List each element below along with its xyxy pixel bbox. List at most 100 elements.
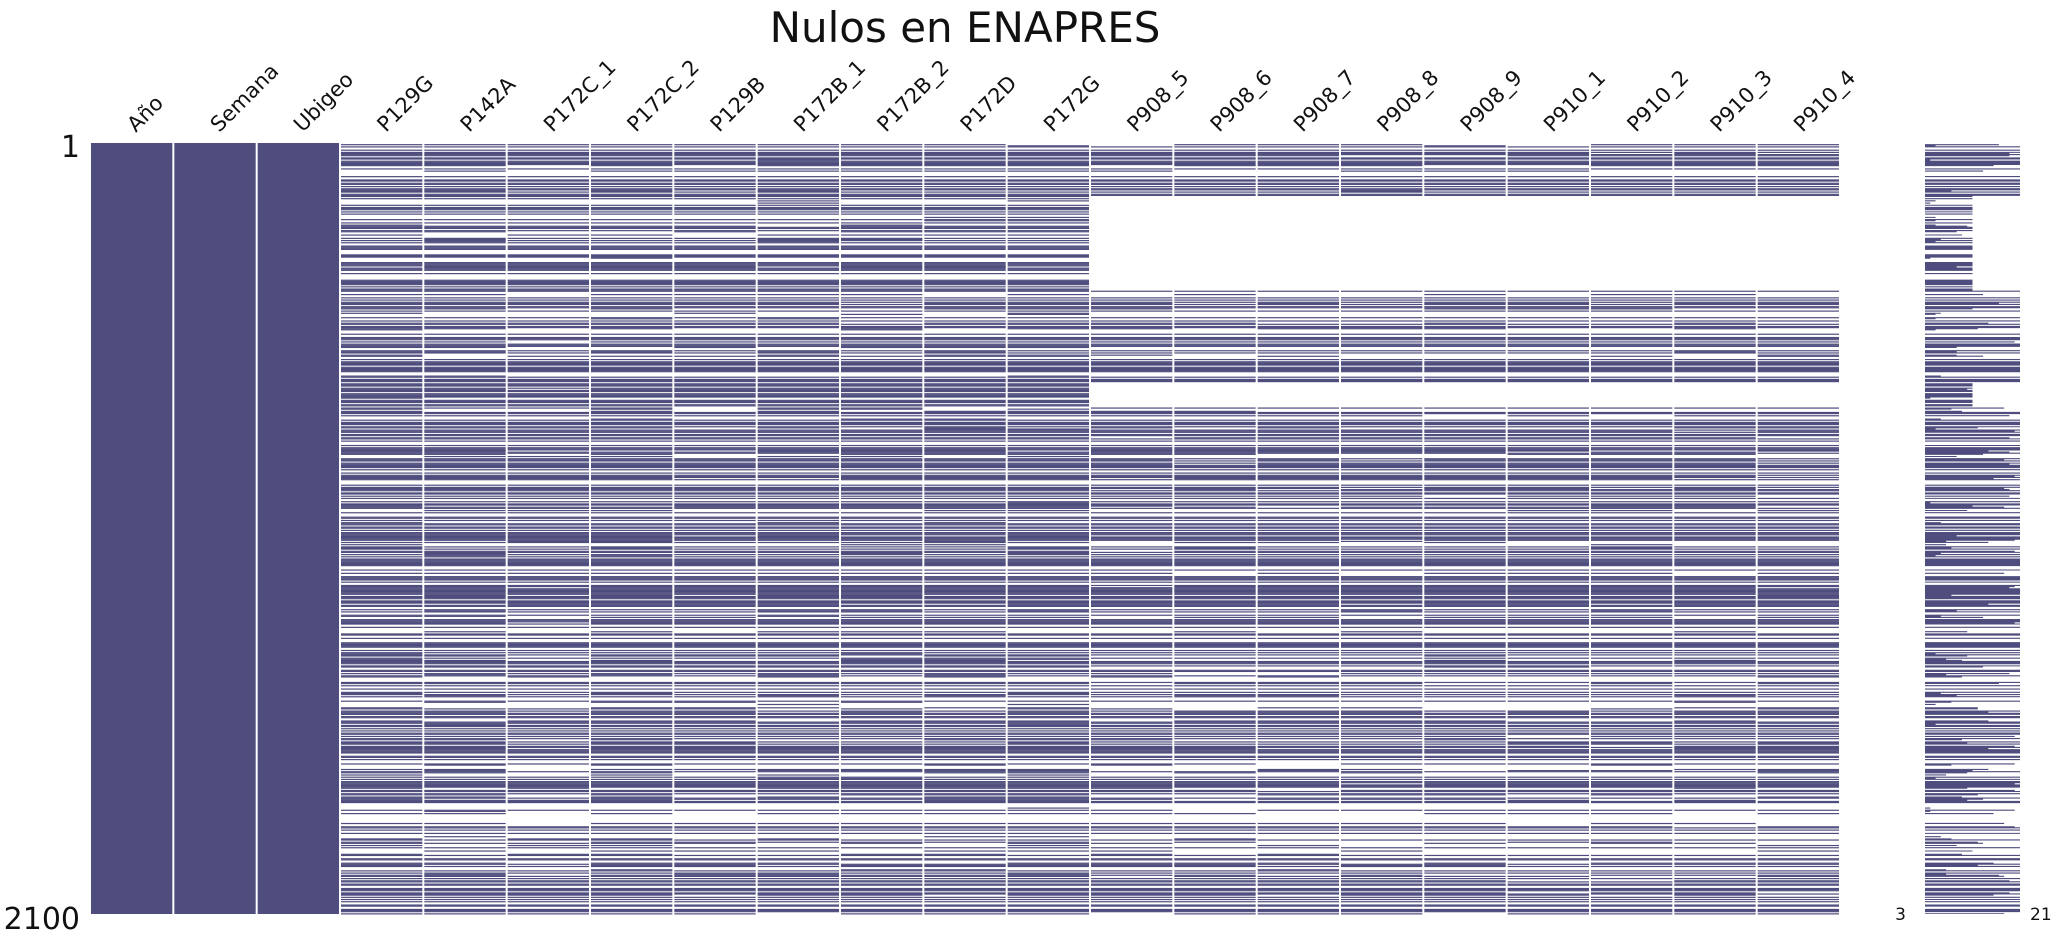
present-row-band: [1007, 160, 1089, 162]
present-row-band: [507, 519, 589, 522]
present-row-band: [1174, 646, 1256, 648]
present-row-band: [757, 458, 839, 460]
present-row-band: [507, 883, 589, 885]
present-row-band: [1341, 854, 1423, 857]
present-row-band: [1007, 637, 1089, 639]
present-row-band: [757, 873, 839, 875]
present-row-band: [1091, 712, 1173, 714]
present-row-band: [757, 318, 839, 320]
present-row-band: [757, 310, 839, 312]
present-row-band: [424, 539, 506, 541]
present-row-band: [507, 176, 589, 178]
present-row-band: [1424, 623, 1506, 625]
present-row-band: [757, 299, 839, 301]
present-row-band: [1424, 149, 1506, 151]
present-row-band: [1007, 433, 1089, 436]
present-row-band: [1174, 778, 1256, 781]
present-row-band: [924, 633, 1006, 635]
present-row-band: [674, 800, 756, 803]
present-row-band: [757, 281, 839, 284]
present-row-band: [424, 562, 506, 565]
present-row-band: [1091, 505, 1173, 507]
present-row-band: [674, 621, 756, 623]
present-row-band: [341, 361, 423, 363]
present-row-band: [507, 889, 589, 891]
present-row-band: [1091, 469, 1173, 471]
present-row-band: [341, 615, 423, 617]
present-row-band: [591, 822, 673, 825]
present-row-band: [507, 853, 589, 855]
present-row-band: [424, 633, 506, 635]
present-row-band: [1091, 724, 1173, 727]
present-row-band: [591, 774, 673, 776]
present-row-band: [1091, 602, 1173, 604]
present-row-band: [341, 732, 423, 734]
present-row-band: [424, 431, 506, 433]
present-row-band: [924, 507, 1006, 509]
present-row-band: [591, 604, 673, 606]
present-row-band: [507, 516, 589, 518]
present-row-band: [1091, 685, 1173, 687]
present-row-band: [674, 247, 756, 249]
present-row-band: [1257, 576, 1339, 578]
present-row-band: [1091, 601, 1173, 603]
present-row-band: [507, 507, 589, 509]
present-row-band: [341, 880, 423, 882]
present-row-band: [1091, 450, 1173, 452]
present-row-band: [841, 620, 923, 622]
present-row-band: [841, 293, 923, 296]
present-row-band: [1341, 512, 1423, 514]
present-row-band: [1091, 534, 1173, 536]
present-row-band: [1341, 839, 1423, 841]
present-row-band: [1424, 501, 1506, 503]
present-row-band: [1174, 579, 1256, 581]
present-row-band: [757, 883, 839, 885]
present-row-band: [507, 151, 589, 154]
present-row-band: [341, 460, 423, 462]
present-row-band: [674, 602, 756, 604]
present-row-band: [591, 254, 673, 256]
present-row-band: [1007, 527, 1089, 529]
present-row-band: [1424, 307, 1506, 309]
present-row-band: [591, 752, 673, 754]
present-row-band: [1257, 180, 1339, 182]
present-row-band: [507, 469, 589, 471]
present-row-band: [924, 427, 1006, 429]
present-row-band: [1424, 786, 1506, 788]
present-row-band: [841, 587, 923, 589]
column-label-p908-5: P908_5: [1122, 65, 1194, 137]
present-row-band: [924, 883, 1006, 885]
present-row-band: [841, 708, 923, 710]
present-row-band: [674, 459, 756, 461]
present-row-band: [1007, 338, 1089, 340]
present-row-band: [674, 527, 756, 529]
present-row-band: [924, 637, 1006, 639]
present-row-band: [1174, 345, 1256, 347]
present-row-band: [341, 302, 423, 304]
present-row-band: [1341, 752, 1423, 754]
present-row-band: [1257, 584, 1339, 587]
present-row-band: [841, 301, 923, 303]
present-row-band: [1257, 859, 1339, 861]
present-row-band: [341, 522, 423, 524]
present-row-band: [1341, 458, 1423, 460]
present-row-band: [674, 458, 756, 460]
present-row-band: [424, 246, 506, 248]
present-row-band: [924, 880, 1006, 882]
present-row-band: [841, 572, 923, 574]
present-row-band: [424, 560, 506, 562]
present-row-band: [424, 842, 506, 844]
present-row-band: [507, 643, 589, 645]
present-row-band: [424, 710, 506, 712]
present-row-band: [924, 209, 1006, 211]
present-row-band: [424, 351, 506, 353]
present-row-band: [841, 747, 923, 750]
present-row-band: [841, 460, 923, 462]
present-row-band: [757, 626, 839, 628]
present-row-band: [424, 889, 506, 891]
present-row-band: [757, 657, 839, 659]
present-row-band: [1007, 842, 1089, 844]
present-row-band: [924, 447, 1006, 449]
present-row-band: [924, 449, 1006, 451]
present-row-band: [757, 771, 839, 773]
